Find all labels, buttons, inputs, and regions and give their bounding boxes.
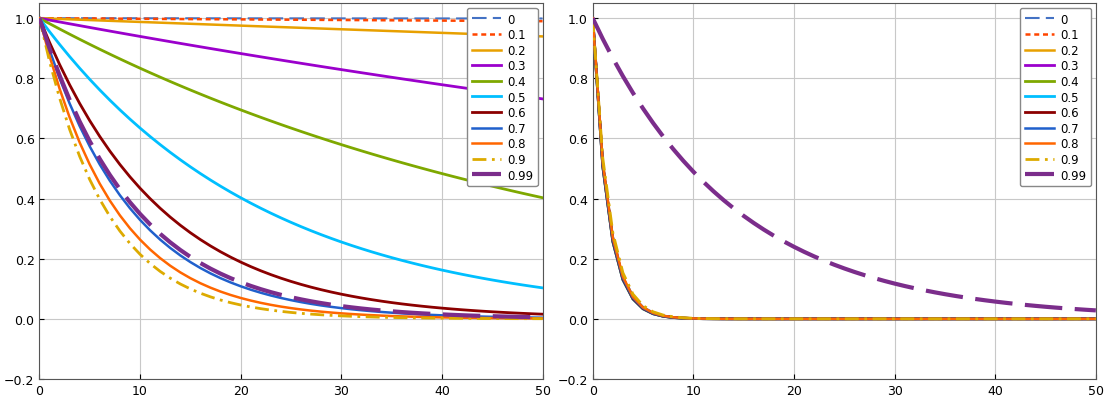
Legend: 0, 0.1, 0.2, 0.3, 0.4, 0.5, 0.6, 0.7, 0.8, 0.9, 0.99: 0, 0.1, 0.2, 0.3, 0.4, 0.5, 0.6, 0.7, 0.… [1020,9,1091,187]
Legend: 0, 0.1, 0.2, 0.3, 0.4, 0.5, 0.6, 0.7, 0.8, 0.9, 0.99: 0, 0.1, 0.2, 0.3, 0.4, 0.5, 0.6, 0.7, 0.… [466,9,537,187]
